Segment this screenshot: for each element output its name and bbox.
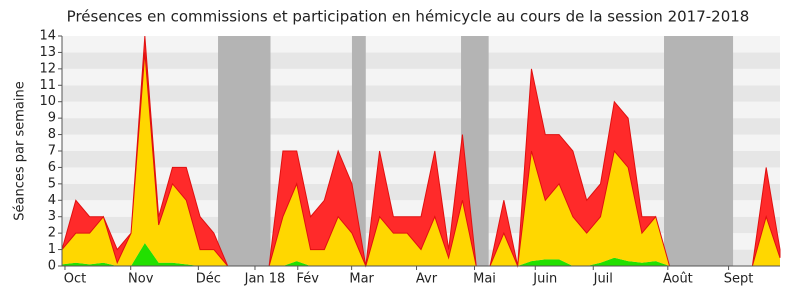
y-tick-label: 9 [48,111,56,126]
x-tick-label: Oct [64,272,86,287]
y-tick-label: 4 [48,193,56,208]
y-tick-label: 6 [48,160,56,175]
y-tick-label: 1 [48,242,56,257]
area [61,35,781,268]
x-tick-label: Déc [196,272,221,287]
shaded-range [218,36,271,266]
y-axis-label: Séances par semaine [13,81,28,220]
x-tick-label: Fév [297,272,320,287]
x-tick-label: Mar [349,272,374,287]
y-tick-label: 5 [48,176,56,191]
x-tick-label: Avr [416,272,438,287]
x-tick-label: Juin [532,272,557,287]
x-tick-label: Jan 18 [244,272,286,287]
x-tick-label: Nov [128,272,154,287]
y-tick-label: 0 [48,259,56,274]
y-tick-label: 14 [39,29,56,44]
x-tick-label: Août [663,272,693,287]
chart-title: Présences en commissions et participatio… [67,8,750,26]
y-tick-label: 11 [39,78,56,93]
x-tick-label: Sept [724,272,754,287]
y-tick-label: 7 [48,144,56,159]
y-tick-label: 3 [48,209,56,224]
x-tick-label: Mai [473,272,496,287]
y-tick-label: 8 [48,127,56,142]
y-tick-label: 2 [48,226,56,241]
y-tick-label: 12 [39,61,56,76]
area [62,52,780,266]
x-tick-label: Juil [593,272,613,287]
area [62,243,780,266]
y-tick-label: 13 [39,45,56,60]
y-tick-label: 10 [39,94,56,109]
shaded-range [664,36,734,266]
